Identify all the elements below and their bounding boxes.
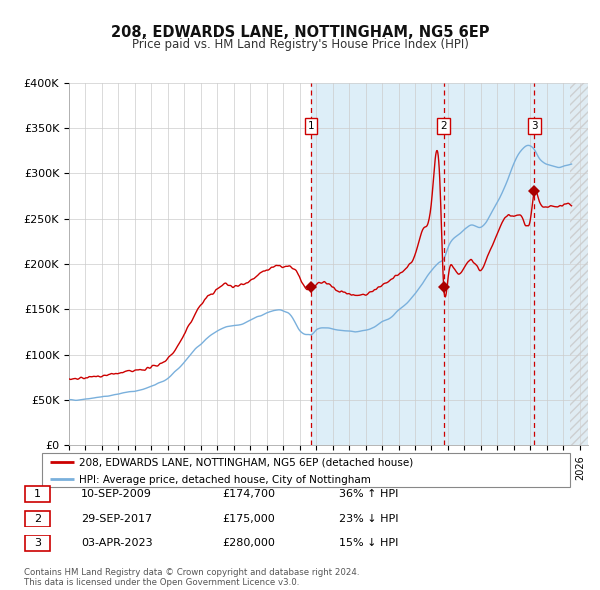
Text: Price paid vs. HM Land Registry's House Price Index (HPI): Price paid vs. HM Land Registry's House …	[131, 38, 469, 51]
Text: 3: 3	[531, 121, 538, 131]
Text: HPI: Average price, detached house, City of Nottingham: HPI: Average price, detached house, City…	[79, 474, 371, 484]
Text: 2: 2	[440, 121, 447, 131]
Text: £175,000: £175,000	[222, 514, 275, 523]
Bar	[311, 83, 588, 445]
Text: £174,700: £174,700	[222, 489, 275, 499]
Text: 36% ↑ HPI: 36% ↑ HPI	[339, 489, 398, 499]
FancyBboxPatch shape	[25, 536, 50, 551]
Text: 03-APR-2023: 03-APR-2023	[81, 539, 152, 548]
Text: 10-SEP-2009: 10-SEP-2009	[81, 489, 152, 499]
FancyBboxPatch shape	[25, 510, 50, 526]
Text: Contains HM Land Registry data © Crown copyright and database right 2024.
This d: Contains HM Land Registry data © Crown c…	[24, 568, 359, 587]
Text: 23% ↓ HPI: 23% ↓ HPI	[339, 514, 398, 523]
Text: 2: 2	[34, 514, 41, 523]
FancyBboxPatch shape	[25, 486, 50, 502]
Text: £280,000: £280,000	[222, 539, 275, 548]
Text: 3: 3	[34, 539, 41, 548]
Text: 15% ↓ HPI: 15% ↓ HPI	[339, 539, 398, 548]
FancyBboxPatch shape	[42, 453, 570, 487]
Text: 208, EDWARDS LANE, NOTTINGHAM, NG5 6EP: 208, EDWARDS LANE, NOTTINGHAM, NG5 6EP	[111, 25, 489, 40]
Text: 1: 1	[308, 121, 314, 131]
Text: 1: 1	[34, 489, 41, 499]
Text: 208, EDWARDS LANE, NOTTINGHAM, NG5 6EP (detached house): 208, EDWARDS LANE, NOTTINGHAM, NG5 6EP (…	[79, 457, 413, 467]
Text: 29-SEP-2017: 29-SEP-2017	[81, 514, 152, 523]
